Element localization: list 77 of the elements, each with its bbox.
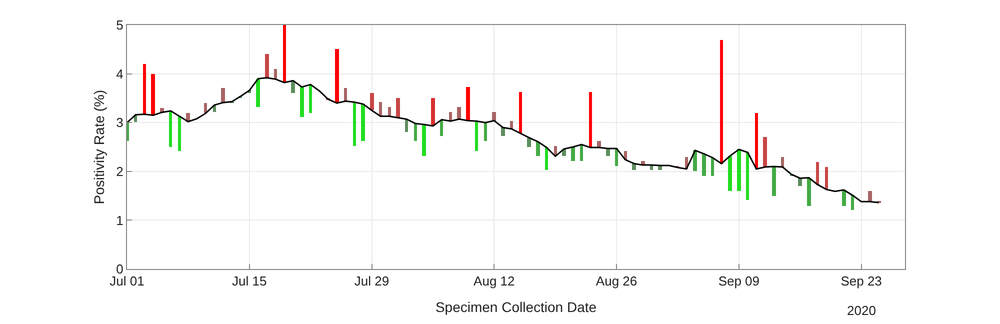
y-axis-title: Positivity Rate (%) bbox=[90, 90, 107, 204]
bar bbox=[361, 104, 365, 141]
bar bbox=[344, 88, 347, 101]
bar bbox=[720, 40, 723, 164]
x-tick-label: Aug 12 bbox=[474, 274, 515, 289]
x-tick-label: Jul 15 bbox=[232, 274, 267, 289]
bar bbox=[300, 87, 304, 117]
bar bbox=[309, 85, 312, 113]
bar bbox=[178, 116, 181, 151]
bar bbox=[475, 121, 478, 151]
bar bbox=[291, 81, 295, 93]
y-tick-label: 5 bbox=[116, 18, 124, 33]
x-tick-label: Jul 29 bbox=[354, 274, 390, 289]
bar bbox=[711, 158, 714, 176]
bar bbox=[449, 112, 452, 121]
bar bbox=[492, 112, 496, 121]
bar bbox=[265, 54, 269, 78]
bar bbox=[283, 25, 286, 83]
x-axis-title: Specimen Collection Date bbox=[435, 298, 597, 315]
bar bbox=[816, 162, 819, 185]
text: 2020 bbox=[847, 303, 876, 318]
bar bbox=[160, 108, 164, 112]
bar bbox=[851, 195, 854, 210]
bar bbox=[597, 141, 601, 147]
x-tick-label: Sep 09 bbox=[718, 274, 760, 289]
bar bbox=[746, 152, 749, 200]
bar bbox=[763, 137, 767, 167]
y-tick-label: 3 bbox=[116, 115, 124, 130]
bar bbox=[658, 166, 662, 170]
bar bbox=[755, 113, 758, 169]
bar bbox=[519, 92, 522, 133]
y-tick-label: 2 bbox=[116, 164, 124, 179]
bar bbox=[396, 98, 400, 118]
bar bbox=[405, 119, 408, 132]
y-tick-label: 4 bbox=[116, 66, 124, 82]
bar bbox=[370, 93, 374, 110]
bar bbox=[737, 149, 741, 191]
bar bbox=[388, 107, 391, 116]
bar bbox=[414, 124, 417, 141]
bar bbox=[632, 164, 636, 170]
bar bbox=[335, 49, 339, 103]
bar bbox=[615, 148, 618, 166]
bar bbox=[781, 157, 784, 167]
bar bbox=[151, 74, 155, 115]
bar bbox=[728, 156, 732, 191]
bar bbox=[545, 147, 548, 170]
line-series bbox=[127, 76, 880, 204]
x-tick-label: Aug 26 bbox=[596, 274, 638, 289]
bar bbox=[466, 87, 470, 121]
x-tick-label: Sep 23 bbox=[840, 274, 882, 289]
bar bbox=[353, 102, 356, 146]
bar bbox=[798, 178, 802, 186]
bar bbox=[825, 167, 828, 189]
bar bbox=[274, 69, 277, 79]
bar bbox=[536, 142, 540, 156]
bar bbox=[169, 111, 172, 147]
bar bbox=[702, 154, 706, 176]
bar bbox=[527, 138, 531, 147]
y-tick-label: 1 bbox=[116, 212, 124, 228]
bar bbox=[204, 103, 207, 113]
bar bbox=[457, 107, 461, 119]
bar bbox=[484, 123, 487, 141]
bar bbox=[589, 92, 592, 147]
bar bbox=[580, 145, 583, 161]
bar bbox=[221, 88, 225, 103]
bar bbox=[571, 147, 575, 161]
bar bbox=[143, 64, 146, 114]
bar bbox=[807, 178, 811, 206]
bar bbox=[440, 120, 443, 136]
bar bbox=[379, 102, 382, 116]
bar bbox=[127, 123, 129, 141]
bar bbox=[868, 191, 872, 202]
bar bbox=[772, 167, 776, 196]
bar bbox=[422, 125, 426, 156]
bar bbox=[431, 98, 435, 126]
bar bbox=[256, 79, 260, 107]
bar bbox=[842, 190, 846, 206]
